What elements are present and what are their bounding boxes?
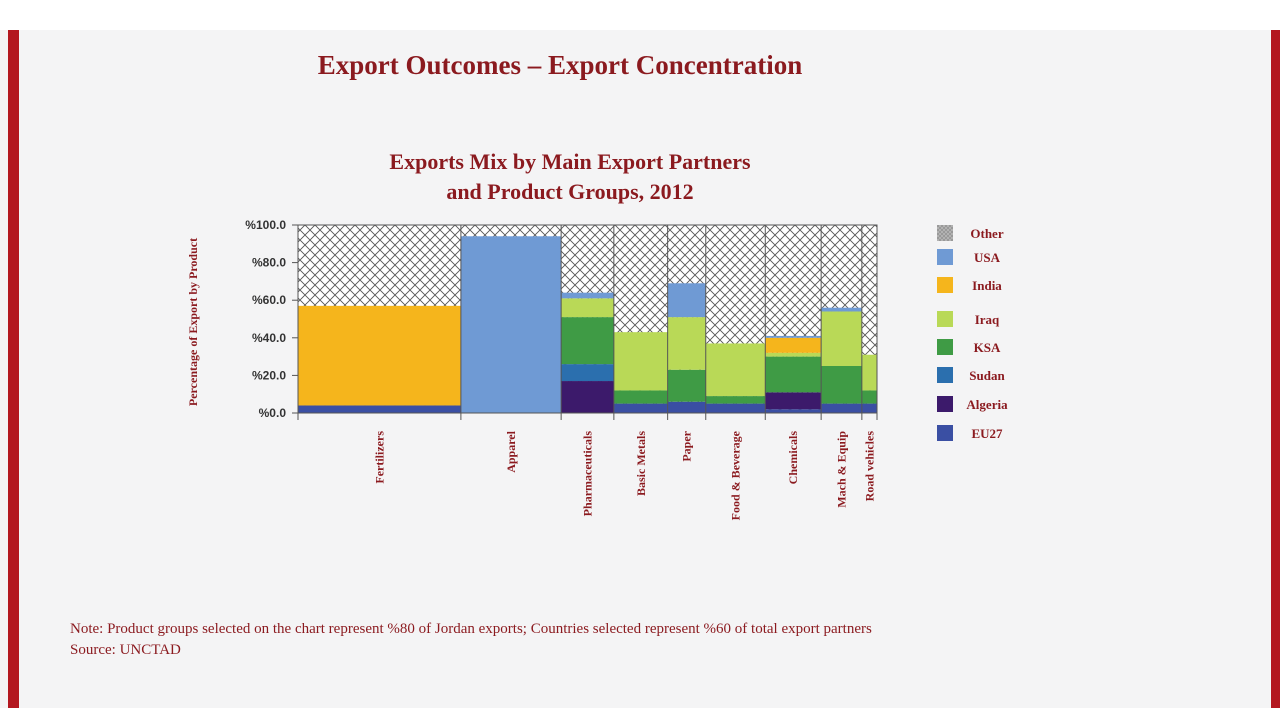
bar-iraq-chemicals (765, 352, 822, 357)
bar-usa-apparel (460, 236, 562, 413)
chart-title-line-2: and Product Groups, 2012 (446, 179, 694, 204)
bar-usa-mach-equip (821, 307, 862, 312)
source-text: Source: UNCTAD (70, 642, 181, 658)
bar-iraq-paper (667, 317, 706, 370)
x-tick-label-pharmaceuticals: Pharmaceuticals (581, 431, 595, 517)
legend-swatch-india (937, 277, 953, 293)
bar-ksa-paper (667, 369, 706, 402)
y-tick-label: %20.0 (252, 368, 286, 382)
bar-ksa-food-beverage (705, 396, 766, 404)
legend-swatch-other (937, 225, 953, 241)
x-tick-label-fertilizers: Fertilizers (372, 431, 386, 484)
legend-swatch-usa (937, 249, 953, 265)
legend-label-other: Other (970, 226, 1003, 241)
legend-label-ksa: KSA (974, 340, 1001, 355)
y-tick-label: %40.0 (252, 331, 286, 345)
legend-swatch-iraq (937, 311, 953, 327)
bar-eu27-fertilizers (298, 405, 461, 413)
bar-eu27-chemicals (765, 409, 822, 413)
right-accent-bar (1271, 30, 1280, 708)
bar-eu27-food-beverage (705, 403, 766, 413)
legend-label-india: India (972, 278, 1002, 293)
chart-title-line-1: Exports Mix by Main Export Partners (389, 149, 751, 174)
bar-sudan-pharmaceuticals (561, 364, 614, 382)
bar-eu27-basic-metals (613, 403, 668, 413)
y-tick-label: %60.0 (252, 293, 286, 307)
slide-title: Export Outcomes – Export Concentration (317, 50, 803, 80)
left-accent-bar (8, 30, 19, 708)
bar-iraq-mach-equip (821, 311, 862, 366)
bar-algeria-chemicals (765, 392, 822, 410)
bar-algeria-pharmaceuticals (561, 381, 614, 413)
legend-label-eu27: EU27 (971, 426, 1003, 441)
chart-title: Exports Mix by Main Export Partners and … (250, 147, 890, 207)
legend-label-iraq: Iraq (975, 312, 1000, 327)
bar-eu27-paper (667, 401, 706, 413)
bar-india-chemicals (765, 337, 822, 353)
bar-ksa-chemicals (765, 356, 822, 393)
legend-swatch-algeria (937, 396, 953, 412)
bar-iraq-basic-metals (613, 332, 668, 391)
legend-label-sudan: Sudan (969, 368, 1005, 383)
y-axis-label: Percentage of Export by Product (186, 238, 200, 406)
footnote: Note: Product groups selected on the cha… (70, 619, 872, 661)
y-tick-label: %80.0 (252, 256, 286, 270)
note-text: Note: Product groups selected on the cha… (70, 621, 872, 637)
bar-ksa-basic-metals (613, 390, 668, 404)
x-tick-label-paper: Paper (680, 430, 694, 461)
bar-ksa-road-vehicles (861, 390, 877, 404)
bar-ksa-mach-equip (821, 366, 862, 404)
bar-eu27-mach-equip (821, 403, 862, 413)
bar-usa-chemicals (765, 335, 822, 338)
y-tick-label: %100.0 (245, 218, 286, 232)
bar-eu27-road-vehicles (861, 403, 877, 413)
x-tick-label-food-beverage: Food & Beverage (729, 430, 743, 520)
y-tick-label: %0.0 (259, 406, 287, 420)
top-strip (0, 0, 1280, 30)
legend-label-usa: USA (974, 250, 1001, 265)
bar-iraq-food-beverage (705, 343, 766, 397)
legend-label-algeria: Algeria (966, 397, 1008, 412)
x-tick-label-mach-equip: Mach & Equip (834, 431, 848, 508)
x-tick-label-apparel: Apparel (504, 430, 518, 472)
bar-iraq-road-vehicles (861, 354, 877, 391)
plot-frame (297, 224, 878, 414)
x-tick-label-road-vehicles: Road vehicles (862, 431, 876, 502)
x-tick-label-chemicals: Chemicals (786, 431, 800, 485)
bar-india-fertilizers (298, 305, 461, 406)
bar-usa-pharmaceuticals (561, 292, 614, 299)
legend-swatch-sudan (937, 367, 953, 383)
bar-ksa-pharmaceuticals (561, 317, 614, 365)
x-tick-label-basic-metals: Basic Metals (634, 431, 648, 496)
bar-usa-paper (667, 283, 706, 318)
legend-swatch-eu27 (937, 425, 953, 441)
bar-iraq-pharmaceuticals (561, 298, 614, 318)
legend-swatch-ksa (937, 339, 953, 355)
